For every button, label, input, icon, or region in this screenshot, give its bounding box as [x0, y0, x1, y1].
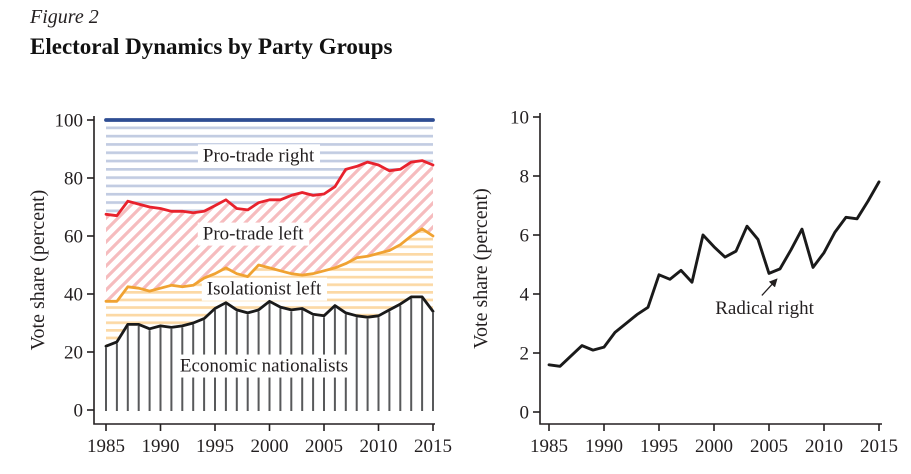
isolationist-left-boundary-line: [104, 227, 435, 303]
region-label-isolationist-left: Isolationist left: [207, 279, 322, 300]
right-y-tick-label: 8: [520, 167, 530, 188]
left-x-tick-label: 2015: [414, 436, 452, 457]
region-economic-nationalists: [105, 298, 434, 411]
left-axis-spines: [93, 116, 435, 425]
left-x-tick-label: 2010: [360, 436, 398, 457]
right-axis-spines: [539, 113, 882, 425]
left-y-tick-label: 40: [64, 285, 83, 306]
right-x-tick-label: 2015: [860, 436, 898, 457]
right-x-tick-label: 1990: [585, 436, 623, 457]
region-label-pro-trade-right-bg: [197, 144, 320, 168]
region-label-pro-trade-right: Pro-trade right: [203, 145, 315, 166]
right-x-tick-label: 2010: [805, 436, 843, 457]
region-label-pro-trade-left-bg: [197, 222, 310, 246]
right-y-tick-label: 0: [520, 403, 530, 424]
right-chart-axes: 0 2 4 6 8 10 1985 1990 1995 2000 2005 2010 2015 Vote …: [470, 108, 898, 458]
left-y-tick-label: 20: [64, 343, 83, 364]
right-y-tick-label: 10: [510, 108, 529, 129]
right-x-tick-label: 1985: [530, 436, 568, 457]
left-x-tick-label: 1995: [196, 436, 234, 457]
left-x-tick-label: 2000: [251, 436, 289, 457]
figure-header: Figure 2 Electoral Dynamics by Party Gro…: [30, 5, 392, 61]
right-y-tick-label: 6: [520, 226, 530, 247]
left-y-tick-label: 100: [55, 111, 84, 132]
figure-label: Figure 2: [30, 6, 99, 28]
left-chart-axes: 0 20 40 60 80 100 1985 1990 1995 2000 2005 2010 2015…: [27, 111, 452, 458]
right-chart: Radical right 0 2 4 6 8 10 1985 1990 1995 2000 2005…: [470, 108, 898, 458]
right-y-tick-label: 4: [520, 285, 530, 306]
pro-trade-left-boundary-line: [104, 159, 435, 218]
right-x-tick-label: 1995: [640, 436, 678, 457]
left-chart: Pro-trade right Pro-trade left Isolationis…: [27, 111, 452, 458]
right-x-tick-label: 2000: [695, 436, 733, 457]
region-label-economic-nationalists-bg: [174, 354, 354, 378]
right-y-axis-title: Vote share (percent): [470, 188, 492, 349]
figure-title: Electoral Dynamics by Party Groups: [30, 34, 393, 59]
left-x-tick-label: 1985: [87, 436, 125, 457]
left-x-tick-label: 1990: [142, 436, 180, 457]
right-y-tick-label: 2: [520, 344, 530, 365]
left-x-tick-label: 2005: [305, 436, 343, 457]
region-label-pro-trade-left: Pro-trade left: [203, 224, 304, 245]
left-chart-lines: [104, 118, 435, 348]
region-pro-trade-right: [106, 120, 433, 216]
left-y-tick-label: 80: [64, 169, 83, 190]
left-chart-region-labels: Pro-trade right Pro-trade left Isolationis…: [174, 144, 354, 378]
radical-right-annotation-arrow: [761, 278, 778, 296]
radical-right-line: [547, 180, 881, 368]
region-label-isolationist-left-bg: [201, 277, 328, 301]
left-y-axis-title: Vote share (percent): [27, 190, 49, 351]
region-label-economic-nationalists: Economic nationalists: [180, 356, 348, 377]
right-x-tick-label: 2005: [750, 436, 788, 457]
left-y-tick-label: 0: [74, 401, 84, 422]
radical-right-annotation-label: Radical right: [715, 298, 814, 319]
left-y-tick-label: 60: [64, 227, 83, 248]
economic-nationalists-boundary-line: [104, 295, 435, 348]
